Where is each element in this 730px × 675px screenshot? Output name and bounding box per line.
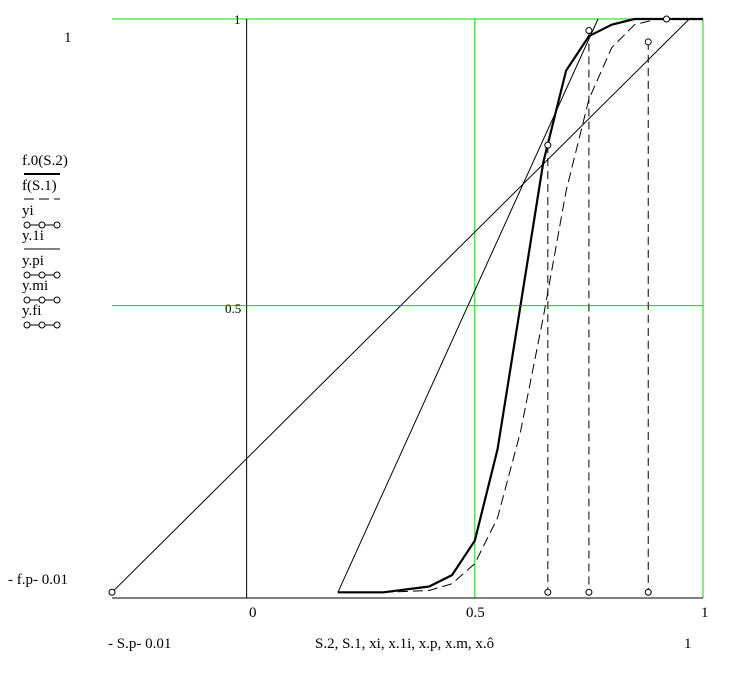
- data-point: [585, 26, 593, 34]
- legend-label: f.0(S.2): [22, 153, 68, 169]
- x-tick-1: 1: [701, 605, 709, 621]
- data-point: [544, 588, 552, 596]
- data-point: [644, 38, 652, 46]
- legend-swatch-solid: [24, 248, 60, 250]
- data-point: [108, 588, 116, 596]
- legend: f.0(S.2) f(S.1) yi y.1i y.pi y.mi y.fi: [22, 152, 82, 329]
- y-top-label: 1: [64, 30, 72, 46]
- legend-label: y.fi: [22, 303, 42, 319]
- legend-swatch-circles: [23, 296, 61, 304]
- x-tick-0: 0: [249, 605, 257, 621]
- legend-label: y.pi: [22, 253, 44, 269]
- legend-swatch-circles: [23, 321, 61, 329]
- data-point: [585, 588, 593, 596]
- data-point: [544, 141, 552, 149]
- legend-swatch-dashed: [24, 198, 60, 200]
- x-right-label: 1: [684, 636, 692, 652]
- axes: [112, 19, 703, 599]
- legend-swatch-thick: [24, 173, 60, 175]
- x-tick-05: 0.5: [466, 605, 485, 621]
- y-tick-1: 1: [234, 12, 241, 27]
- y-tick-05: 0.5: [225, 301, 242, 316]
- legend-label: y.mi: [22, 278, 49, 294]
- series-line-2: [337, 18, 599, 593]
- legend-label: f(S.1): [22, 178, 57, 194]
- series-line-0: [337, 17, 703, 594]
- series-line-1: [337, 18, 703, 593]
- legend-item: y.fi: [22, 302, 82, 329]
- series-line-3: [111, 18, 690, 593]
- grid-lines: [112, 18, 704, 598]
- legend-label: yi: [22, 203, 34, 219]
- legend-item: y.mi: [22, 277, 82, 304]
- data-point: [662, 15, 670, 23]
- series-group: [111, 17, 703, 594]
- y-bottom-label: - f.p- 0.01: [8, 572, 68, 588]
- legend-label: y.1i: [22, 228, 44, 244]
- legend-swatch-circles: [23, 221, 61, 229]
- legend-item: f(S.1): [22, 177, 82, 202]
- marker-group: [108, 15, 670, 596]
- legend-item: y.1i: [22, 227, 82, 252]
- legend-swatch-circles: [23, 271, 61, 279]
- x-axis-expression: S.2, S.1, xi, x.1i, x.p, x.m, x.ô: [315, 636, 495, 652]
- x-left-label: - S.p- 0.01: [108, 636, 172, 652]
- legend-item: y.pi: [22, 252, 82, 279]
- legend-item: yi: [22, 202, 82, 229]
- data-point: [644, 588, 652, 596]
- legend-item: f.0(S.2): [22, 152, 82, 177]
